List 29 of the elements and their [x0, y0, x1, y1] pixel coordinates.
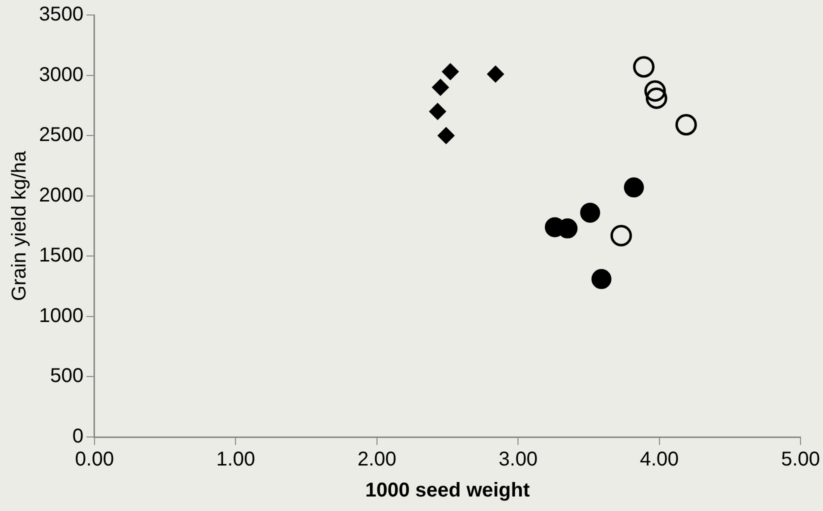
- y-tick-label: 3500: [38, 4, 84, 26]
- point: [487, 66, 504, 83]
- y-tick-label: 2000: [38, 184, 84, 206]
- y-tick-label: 1500: [38, 244, 84, 267]
- point: [646, 87, 668, 109]
- point: [644, 80, 666, 102]
- point: [591, 269, 612, 290]
- point: [442, 63, 459, 80]
- point: [675, 114, 697, 136]
- y-tick-label: 0: [72, 426, 84, 448]
- x-tick-label: 4.00: [640, 448, 679, 471]
- point: [432, 78, 449, 96]
- point: [624, 177, 644, 198]
- y-tick-label: 500: [50, 365, 84, 388]
- x-tick-label: 0.00: [75, 448, 114, 471]
- y-tick-label: 1000: [38, 304, 84, 327]
- x-tick-label: 2.00: [357, 448, 396, 471]
- point: [438, 127, 455, 144]
- x-tick-label: 3.00: [498, 448, 538, 471]
- x-tick-label: 1.00: [216, 448, 256, 471]
- y-axis-title: Grain yield kg/ha: [8, 150, 31, 302]
- point: [633, 56, 655, 78]
- y-tick-label: 2500: [38, 124, 84, 146]
- point: [580, 202, 600, 223]
- x-axis-title: 1000 seed weight: [365, 480, 530, 502]
- y-tick-label: 3000: [38, 64, 84, 86]
- point: [429, 102, 446, 120]
- point: [610, 224, 632, 246]
- x-tick-label: 5.00: [781, 448, 820, 471]
